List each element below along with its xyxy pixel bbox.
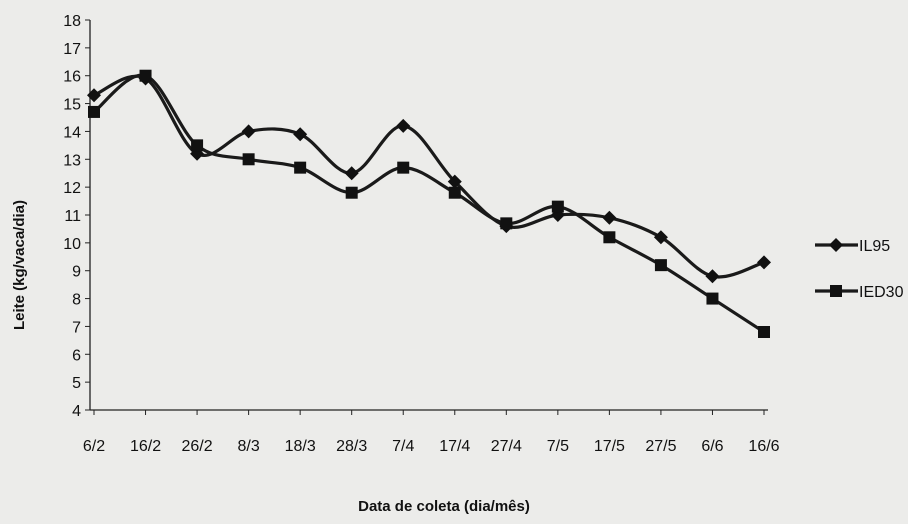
x-tick-label: 8/3	[237, 438, 259, 455]
legend-marker-ied30	[830, 285, 842, 297]
x-tick-label: 7/5	[547, 438, 569, 455]
y-tick-label: 10	[63, 236, 81, 253]
data-point-il95	[757, 255, 771, 270]
x-tick-label: 27/4	[491, 438, 522, 455]
y-tick-label: 15	[63, 97, 81, 114]
series-layer	[87, 69, 771, 338]
y-tick-label: 4	[72, 403, 81, 420]
data-point-ied30	[191, 139, 204, 152]
legend-item-il95: IL95	[815, 238, 890, 255]
data-point-il95	[705, 269, 720, 284]
y-tick-label: 5	[72, 375, 81, 392]
data-point-ied30	[706, 292, 719, 305]
y-axis-ticks: 4 5 6 7 8 9 10 11 12 13 14 15 16 17 18	[63, 13, 90, 420]
y-tick-label: 14	[63, 124, 81, 141]
data-point-ied30	[397, 161, 410, 174]
data-point-il95	[293, 127, 308, 142]
data-point-ied30	[603, 231, 616, 244]
x-tick-label: 18/3	[285, 438, 316, 455]
x-tick-label: 16/2	[130, 438, 161, 455]
x-axis-ticks: 6/2 16/2 26/2 8/3 18/3 28/3 7/4 17/4 27/4 7/5 17/5…	[83, 410, 780, 455]
data-point-il95	[241, 124, 256, 139]
data-point-ied30	[294, 161, 307, 174]
data-point-ied30	[654, 259, 667, 272]
data-point-ied30	[88, 105, 100, 118]
x-tick-label: 26/2	[182, 438, 213, 455]
y-tick-label: 9	[72, 264, 81, 281]
y-axis-title: Leite (kg/vaca/dia)	[11, 200, 28, 330]
series-ied30	[88, 69, 770, 338]
y-tick-label: 18	[63, 13, 81, 30]
data-point-ied30	[345, 186, 358, 199]
x-tick-label: 28/3	[336, 438, 367, 455]
legend-item-ied30: IED30	[815, 284, 904, 301]
data-point-ied30	[758, 326, 770, 338]
x-tick-label: 16/6	[748, 438, 779, 455]
data-point-il95	[344, 166, 359, 181]
data-point-il95	[447, 174, 462, 189]
y-tick-label: 12	[63, 180, 81, 197]
x-tick-label: 6/6	[701, 438, 723, 455]
legend: IL95 IED30	[815, 238, 904, 301]
x-tick-label: 17/5	[594, 438, 625, 455]
series-line-ied30	[92, 73, 765, 334]
axes	[89, 20, 768, 411]
data-point-il95	[653, 230, 668, 245]
x-tick-label: 17/4	[439, 438, 470, 455]
data-point-il95	[396, 118, 411, 133]
legend-label-ied30: IED30	[859, 284, 904, 301]
data-point-ied30	[500, 217, 513, 230]
y-tick-label: 16	[63, 69, 81, 86]
data-point-ied30	[242, 153, 255, 166]
y-tick-label: 17	[63, 41, 81, 58]
data-point-ied30	[448, 186, 461, 199]
y-tick-label: 6	[72, 347, 81, 364]
y-tick-label: 13	[63, 152, 81, 169]
legend-label-il95: IL95	[859, 238, 890, 255]
x-tick-label: 6/2	[83, 438, 105, 455]
x-axis-title: Data de coleta (dia/mês)	[358, 498, 530, 515]
x-tick-label: 7/4	[392, 438, 414, 455]
y-tick-label: 7	[72, 319, 81, 336]
y-tick-label: 11	[64, 208, 81, 225]
data-point-ied30	[139, 69, 152, 82]
data-point-il95	[602, 210, 617, 225]
data-point-ied30	[551, 200, 564, 213]
legend-marker-il95	[829, 238, 843, 252]
data-point-il95	[87, 88, 101, 103]
y-tick-label: 8	[72, 292, 81, 309]
x-tick-label: 27/5	[645, 438, 676, 455]
